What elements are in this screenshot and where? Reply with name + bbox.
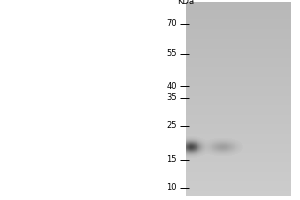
Text: KDa: KDa <box>177 0 195 6</box>
Text: 10: 10 <box>167 184 177 192</box>
Text: 15: 15 <box>167 156 177 164</box>
Text: 70: 70 <box>167 20 177 28</box>
Text: 35: 35 <box>167 94 177 102</box>
Text: 40: 40 <box>167 82 177 90</box>
Text: 55: 55 <box>167 49 177 58</box>
Text: 25: 25 <box>167 121 177 130</box>
